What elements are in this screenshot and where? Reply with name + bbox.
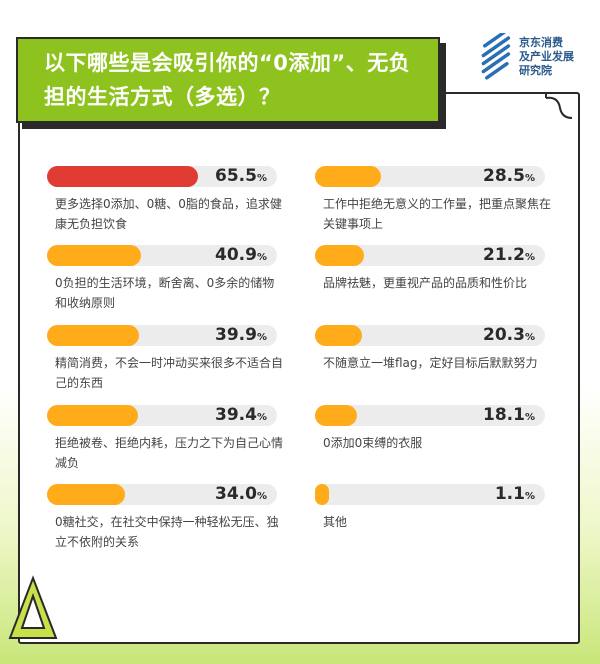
bar-track: 21.2% [315,245,545,266]
bar-category-label: 品牌祛魅，更重视产品的品质和性价比 [323,276,528,290]
brand-name: 京东消费 及产业发展 研究院 [519,36,599,78]
bar-category-label: 0糖社交，在社交中保持一种轻松无压、独立不依附的关系 [55,515,279,549]
bar-value-unit: % [256,332,267,343]
bar-value-label: 39.4% [215,403,267,427]
bar-track: 1.1% [315,484,545,505]
brand-logo-icon [481,33,511,80]
bar-category-label: 精简消费，不会一时冲动买来很多不适合自己的东西 [55,356,284,390]
bar-category-label: 0添加0束缚的衣服 [323,436,423,450]
bar-fill [47,325,139,346]
bar-track: 34.0% [47,484,277,505]
bar-category-label: 0负担的生活环境，断舍离、0多余的储物和收纳原则 [55,276,275,310]
bar-value-number: 1.1 [494,484,525,504]
bar-value-unit: % [524,173,535,184]
bar-value-label: 39.9% [215,323,267,347]
brand-line-3: 研究院 [519,64,552,77]
bar-track: 65.5% [47,166,277,187]
bar-category-label: 不随意立一堆flag，定好目标后默默努力 [323,356,538,370]
brand-line-1: 京东消费 [519,36,563,49]
bar-value-label: 18.1% [483,403,535,427]
brand-line-2: 及产业发展 [519,50,574,63]
bar-value-unit: % [256,491,267,502]
bar-track: 39.4% [47,405,277,426]
bar-value-label: 65.5% [215,164,267,188]
bar-value-number: 34.0 [215,484,257,504]
bar-value-unit: % [524,252,535,263]
bar-value-number: 39.4 [215,405,257,425]
bar-value-unit: % [256,252,267,263]
bar-track: 40.9% [47,245,277,266]
bar-value-number: 21.2 [483,245,525,265]
bar-value-unit: % [524,332,535,343]
bar-value-label: 21.2% [483,243,535,267]
bar-value-number: 20.3 [483,325,525,345]
bar-fill [315,245,364,266]
bar-value-label: 34.0% [215,482,267,506]
bar-value-unit: % [256,173,267,184]
bar-fill [47,484,126,505]
bar-fill [315,166,381,187]
bar-fill [47,245,142,266]
bar-value-unit: % [256,412,267,423]
chart-title: 以下哪些是会吸引你的“0添加”、无负担的生活方式（多选）？ [44,51,411,109]
bar-value-number: 39.9 [215,325,257,345]
triangle-decoration-icon [8,575,58,639]
bar-value-number: 40.9 [215,245,257,265]
bar-fill [315,484,329,505]
bar-category-label: 工作中拒绝无意义的工作量，把重点聚焦在关键事项上 [323,197,552,231]
bar-value-number: 18.1 [483,405,525,425]
bar-category-label: 其他 [323,515,348,529]
bar-category-label: 更多选择0添加、0糖、0脂的食品，追求健康无负担饮食 [55,197,282,231]
bar-track: 39.9% [47,325,277,346]
bar-value-number: 28.5 [483,166,525,186]
bar-track: 18.1% [315,405,545,426]
corner-curl-icon [545,92,573,119]
bar-value-label: 28.5% [483,164,535,188]
bar-fill [315,325,362,346]
bar-track: 28.5% [315,166,545,187]
title-box: 以下哪些是会吸引你的“0添加”、无负担的生活方式（多选）？ [16,37,440,123]
bar-value-label: 40.9% [215,243,267,267]
bar-fill [315,405,357,426]
bar-category-label: 拒绝被卷、拒绝内耗，压力之下为自己心情减负 [55,436,284,470]
bar-fill [47,166,198,187]
bar-track: 20.3% [315,325,545,346]
bar-value-unit: % [524,412,535,423]
bar-value-label: 1.1% [495,482,535,506]
bar-value-label: 20.3% [483,323,535,347]
bar-value-unit: % [524,491,535,502]
bar-fill [47,405,138,426]
bar-value-number: 65.5 [215,166,257,186]
